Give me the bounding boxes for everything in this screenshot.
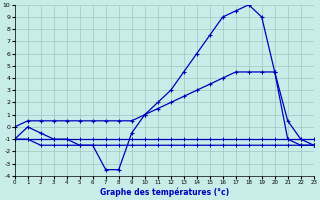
X-axis label: Graphe des températures (°c): Graphe des températures (°c) (100, 188, 229, 197)
